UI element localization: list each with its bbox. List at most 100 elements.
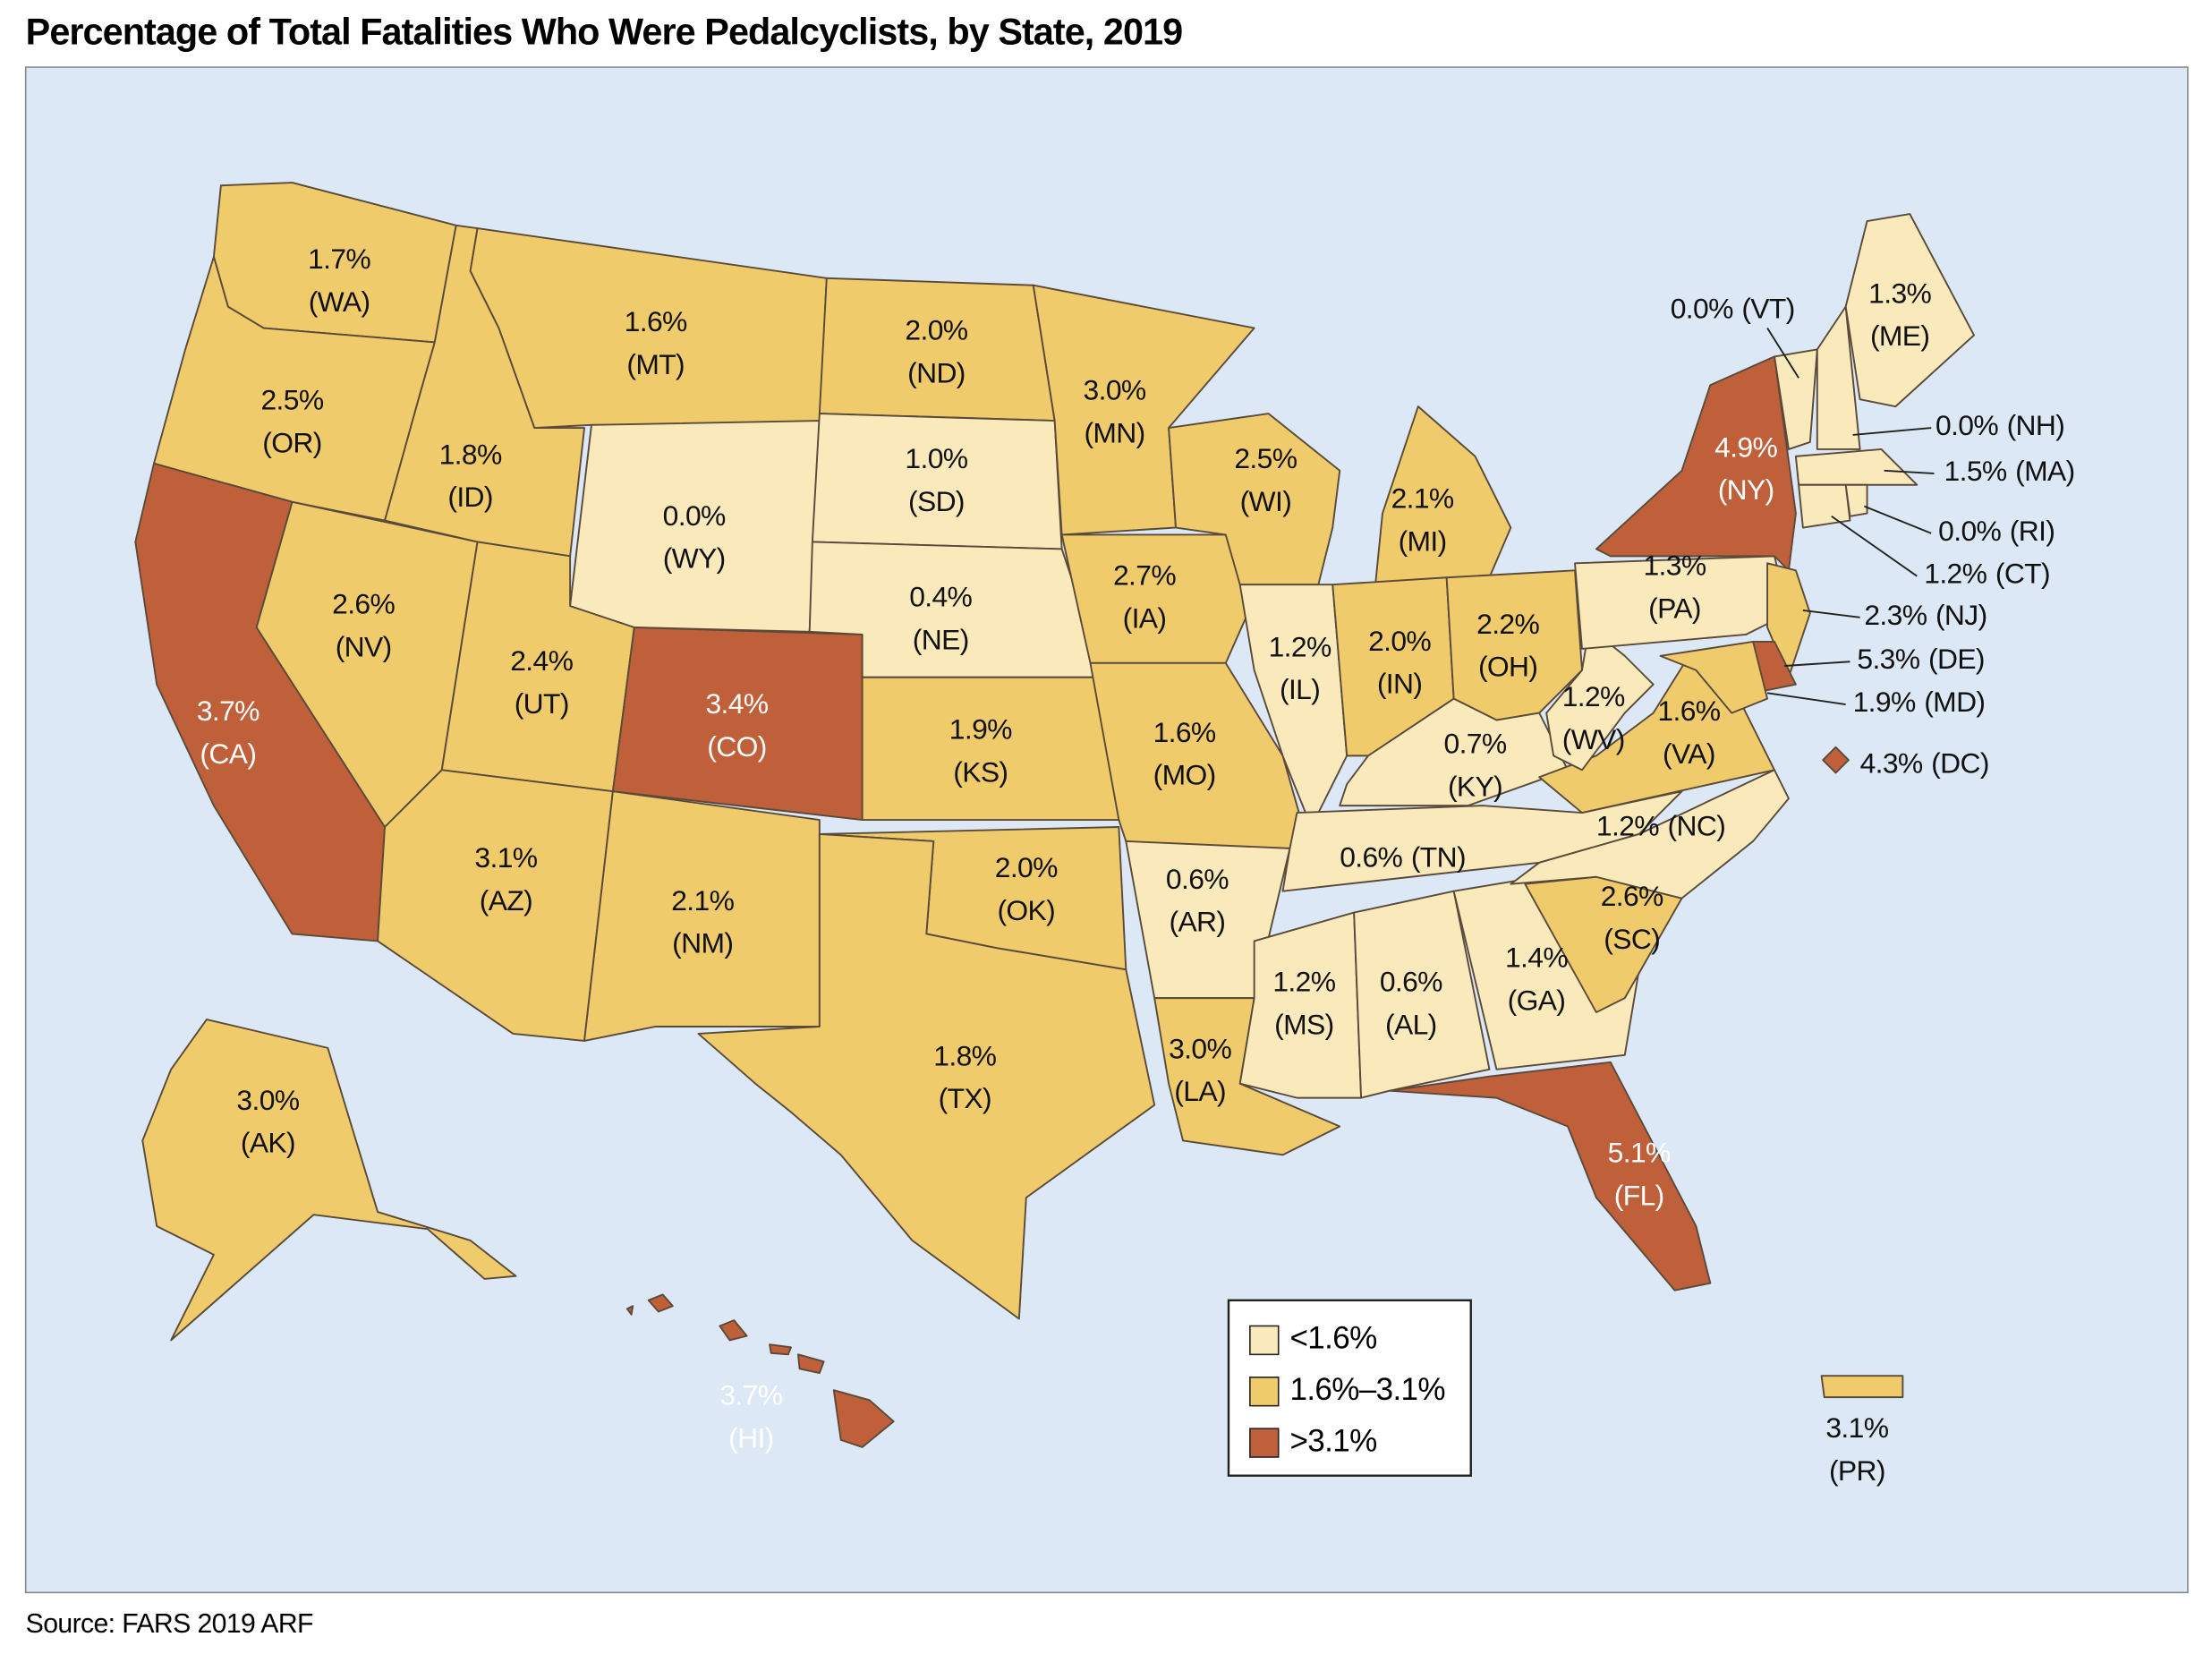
- state-label: (TN): [1411, 841, 1466, 874]
- state-value-label: 1.2% (NC): [1596, 810, 1725, 842]
- state-label: (WA): [309, 286, 370, 318]
- state-label: (NH): [2007, 409, 2065, 441]
- state: [1510, 769, 1790, 899]
- leader-line: [1784, 661, 1850, 667]
- value-label: 1.6%: [1657, 695, 1720, 727]
- state-label: (MO): [1153, 759, 1216, 791]
- title: Percentage of Total Fatalities Who Were …: [26, 11, 1183, 52]
- state-label: (NY): [1718, 473, 1774, 506]
- value-label: 4.3%: [1860, 747, 1923, 780]
- state-label: (WV): [1562, 723, 1625, 755]
- value-label: 1.0%: [905, 442, 967, 474]
- value-label: 1.3%: [1643, 550, 1706, 582]
- state-value-label: 2.3% (NJ): [1864, 599, 1987, 631]
- state-value-label: 0.0% (RI): [1938, 515, 2055, 547]
- value-label: 1.3%: [1868, 277, 1931, 309]
- value-label: 0.0%: [1936, 409, 1998, 441]
- value-label: 1.2%: [1924, 558, 1987, 590]
- value-label: 2.6%: [1601, 880, 1663, 912]
- source: Source: FARS 2019 ARF: [26, 1609, 313, 1639]
- state-label: (PA): [1648, 592, 1701, 624]
- state-label: (IN): [1377, 668, 1423, 700]
- state-label: (IA): [1123, 601, 1167, 634]
- state: [583, 790, 821, 1042]
- state-value-label: 0.6% (TN): [1340, 841, 1466, 874]
- value-label: 2.0%: [1368, 625, 1431, 657]
- state: [1794, 448, 1918, 486]
- state-label: (SD): [908, 485, 965, 517]
- state-label: (WY): [663, 542, 726, 575]
- legend: <1.6% 1.6%–3.1% >3.1%: [1249, 1321, 1446, 1458]
- state-label: (AL): [1385, 1008, 1437, 1040]
- legend-label: <1.6%: [1289, 1321, 1376, 1356]
- value-label: 2.1%: [671, 884, 734, 917]
- value-label: 0.0%: [1938, 515, 2001, 547]
- state-label: (UT): [515, 687, 569, 720]
- value-label: 5.3%: [1857, 644, 1919, 676]
- state-label: (MN): [1084, 416, 1144, 448]
- state-label: (NE): [913, 623, 969, 655]
- state-label: (NV): [336, 630, 392, 662]
- value-label: 0.0%: [663, 499, 726, 532]
- value-label: 2.7%: [1113, 559, 1176, 592]
- value-label: 3.7%: [197, 695, 259, 727]
- state-label: (NJ): [1936, 599, 1987, 631]
- value-label: 2.6%: [332, 588, 395, 620]
- value-label: 0.0%: [1671, 293, 1733, 325]
- state-value-label: 0.0% (VT): [1671, 293, 1795, 325]
- value-label: 2.3%: [1864, 599, 1927, 631]
- leader-line: [1766, 692, 1846, 705]
- value-label: 2.1%: [1391, 482, 1454, 515]
- value-label: 0.6%: [1380, 966, 1442, 998]
- legend-swatch: [1249, 1325, 1280, 1356]
- state-label: (OR): [262, 427, 321, 459]
- value-label: 1.5%: [1944, 455, 2007, 487]
- value-label: 2.2%: [1476, 608, 1539, 640]
- state-label: (WI): [1240, 485, 1292, 517]
- state-label: (DE): [1928, 644, 1985, 676]
- value-label: 1.6%: [1153, 716, 1216, 748]
- state-label: (AK): [241, 1127, 295, 1159]
- state: [1820, 1375, 1904, 1399]
- value-label: 0.4%: [909, 581, 972, 613]
- value-label: 1.2%: [1596, 810, 1659, 842]
- states: [134, 182, 1975, 1448]
- state-value-label: 1.2% (CT): [1924, 558, 2050, 590]
- state-value-label: 0.0% (NH): [1936, 409, 2064, 441]
- state: [1595, 355, 1797, 572]
- value-label: 5.1%: [1608, 1137, 1671, 1169]
- state: [1816, 305, 1861, 450]
- value-label: 1.4%: [1505, 942, 1568, 974]
- state-value-label: 4.3% (DC): [1860, 747, 1989, 780]
- state: [1659, 640, 1769, 714]
- state: [1798, 483, 1851, 529]
- state-label: (IL): [1280, 673, 1320, 705]
- state-value-label: 1.5% (MA): [1944, 455, 2075, 487]
- value-label: 1.7%: [308, 243, 370, 275]
- state: [1353, 890, 1491, 1099]
- state-label: (LA): [1174, 1075, 1226, 1107]
- value-label: 2.5%: [260, 384, 323, 416]
- leader-line: [1802, 609, 1860, 618]
- state-label: (DC): [1931, 747, 1989, 780]
- state-label: (SC): [1604, 923, 1660, 955]
- state: [1822, 746, 1850, 774]
- value-label: 3.0%: [236, 1084, 299, 1116]
- value-label: 3.1%: [1825, 1411, 1888, 1444]
- state: [625, 1293, 895, 1448]
- value-label: 3.0%: [1169, 1032, 1231, 1064]
- state-label: (NC): [1668, 810, 1726, 842]
- state-label: (MA): [2015, 455, 2074, 487]
- state-label: (CA): [200, 737, 256, 770]
- state: [1238, 911, 1363, 1099]
- value-label: 3.0%: [1084, 374, 1146, 406]
- value-label: 3.7%: [719, 1379, 782, 1411]
- value-label: 1.2%: [1562, 680, 1625, 712]
- value-label: 1.2%: [1272, 966, 1335, 998]
- state-label: (TX): [939, 1082, 991, 1114]
- state-label: (FL): [1614, 1180, 1664, 1212]
- state: [1774, 348, 1818, 450]
- state-label: (MD): [1924, 686, 1985, 718]
- state-label: (ND): [907, 356, 966, 388]
- value-label: 2.4%: [510, 644, 573, 677]
